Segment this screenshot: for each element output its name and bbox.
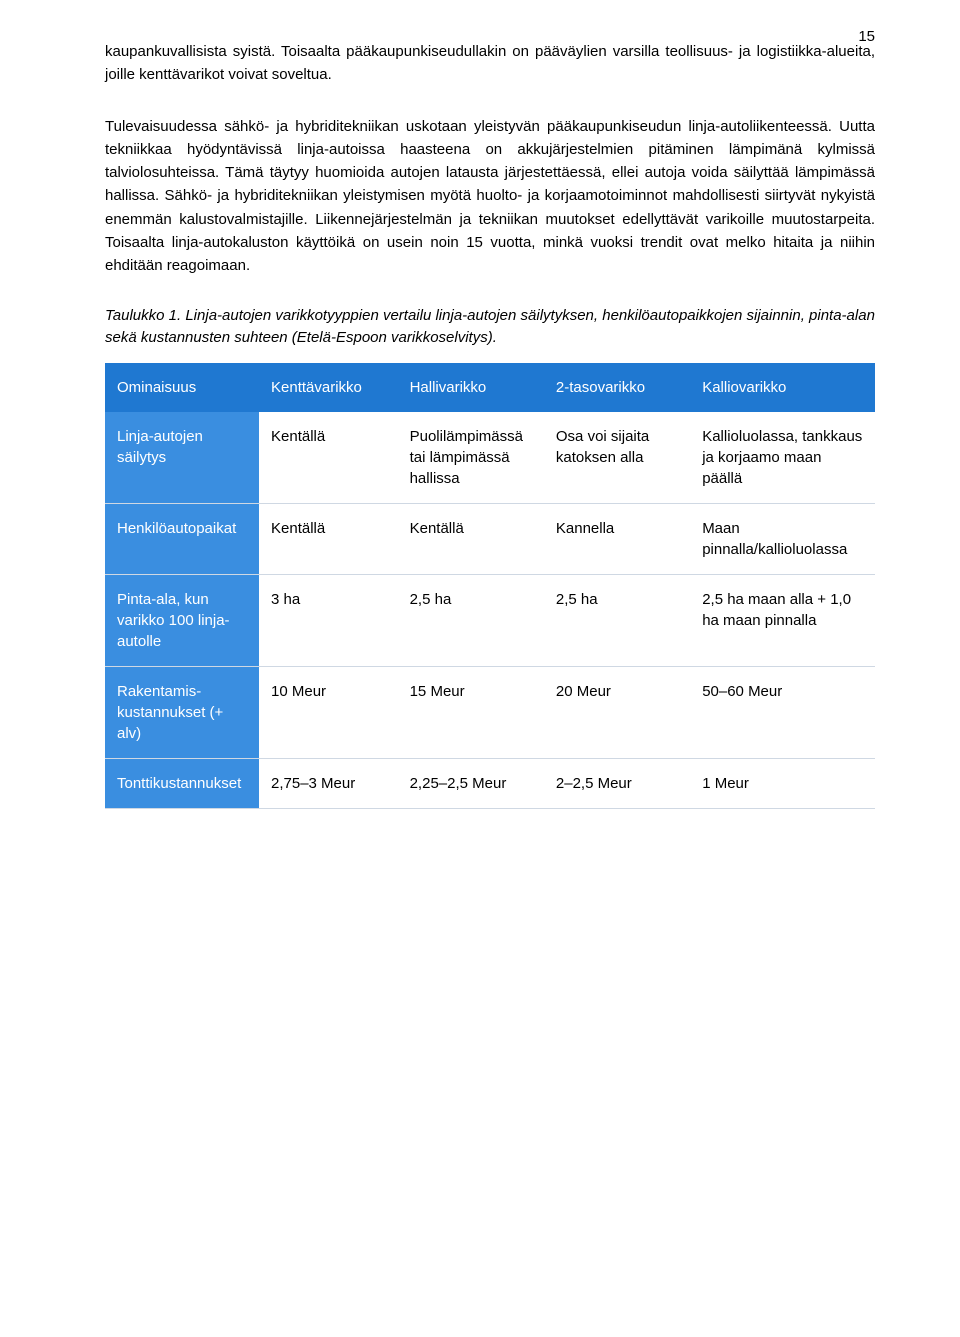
table-row: Rakentamis­kustannukset (+ alv) 10 Meur …: [105, 666, 875, 758]
table-cell: 2–2,5 Meur: [544, 758, 690, 808]
table-body: Linja-autojen säilytys Kentällä Puoliläm…: [105, 412, 875, 809]
table-cell: Puolilämpimässä tai lämpimässä hallissa: [398, 412, 544, 504]
table-cell: Kallioluolassa, tankkaus ja korjaamo maa…: [690, 412, 875, 504]
table-header: Ominaisuus Kenttävarikko Hallivarikko 2-…: [105, 363, 875, 412]
table-cell: 50–60 Meur: [690, 666, 875, 758]
table-row: Linja-autojen säilytys Kentällä Puoliläm…: [105, 412, 875, 504]
table-cell: Kentällä: [398, 503, 544, 574]
table-cell: 15 Meur: [398, 666, 544, 758]
row-head: Pinta-ala, kun varikko 100 linja-autolle: [105, 574, 259, 666]
table-cell: 2,75–3 Meur: [259, 758, 398, 808]
table-cell: Kentällä: [259, 503, 398, 574]
row-head: Rakentamis­kustannukset (+ alv): [105, 666, 259, 758]
col-head-4: Kalliovarikko: [690, 363, 875, 412]
table-row: Tonttikus­tannukset 2,75–3 Meur 2,25–2,5…: [105, 758, 875, 808]
table-cell: Maan pinnalla/kallioluolassa: [690, 503, 875, 574]
table-cell: 10 Meur: [259, 666, 398, 758]
row-head: Tonttikus­tannukset: [105, 758, 259, 808]
col-head-0: Ominaisuus: [105, 363, 259, 412]
table-cell: 2,5 ha: [544, 574, 690, 666]
table-row: Henkilöauto­paikat Kentällä Kentällä Kan…: [105, 503, 875, 574]
comparison-table: Ominaisuus Kenttävarikko Hallivarikko 2-…: [105, 363, 875, 809]
page-number: 15: [858, 28, 875, 45]
table-cell: 20 Meur: [544, 666, 690, 758]
col-head-1: Kenttävarikko: [259, 363, 398, 412]
paragraph-1: kaupankuvallisista syistä. Toisaalta pää…: [105, 40, 875, 87]
table-cell: 2,5 ha maan alla + 1,0 ha maan pinnalla: [690, 574, 875, 666]
table-cell: 2,25–2,5 Meur: [398, 758, 544, 808]
table-cell: Kannella: [544, 503, 690, 574]
table-cell: Kentällä: [259, 412, 398, 504]
col-head-2: Hallivarikko: [398, 363, 544, 412]
table-cell: 3 ha: [259, 574, 398, 666]
paragraph-2: Tulevaisuudessa sähkö- ja hybriditekniik…: [105, 115, 875, 278]
table-cell: 1 Meur: [690, 758, 875, 808]
table-cell: Osa voi sijaita katoksen alla: [544, 412, 690, 504]
table-caption-label: Taulukko 1.: [105, 307, 181, 324]
row-head: Henkilöauto­paikat: [105, 503, 259, 574]
table-header-row: Ominaisuus Kenttävarikko Hallivarikko 2-…: [105, 363, 875, 412]
row-head: Linja-autojen säilytys: [105, 412, 259, 504]
table-caption: Taulukko 1. Linja-autojen varikkotyyppie…: [105, 305, 875, 349]
col-head-3: 2-tasovarikko: [544, 363, 690, 412]
table-row: Pinta-ala, kun varikko 100 linja-autolle…: [105, 574, 875, 666]
table-cell: 2,5 ha: [398, 574, 544, 666]
table-caption-text: Linja-autojen varikkotyyppien vertailu l…: [105, 307, 875, 346]
